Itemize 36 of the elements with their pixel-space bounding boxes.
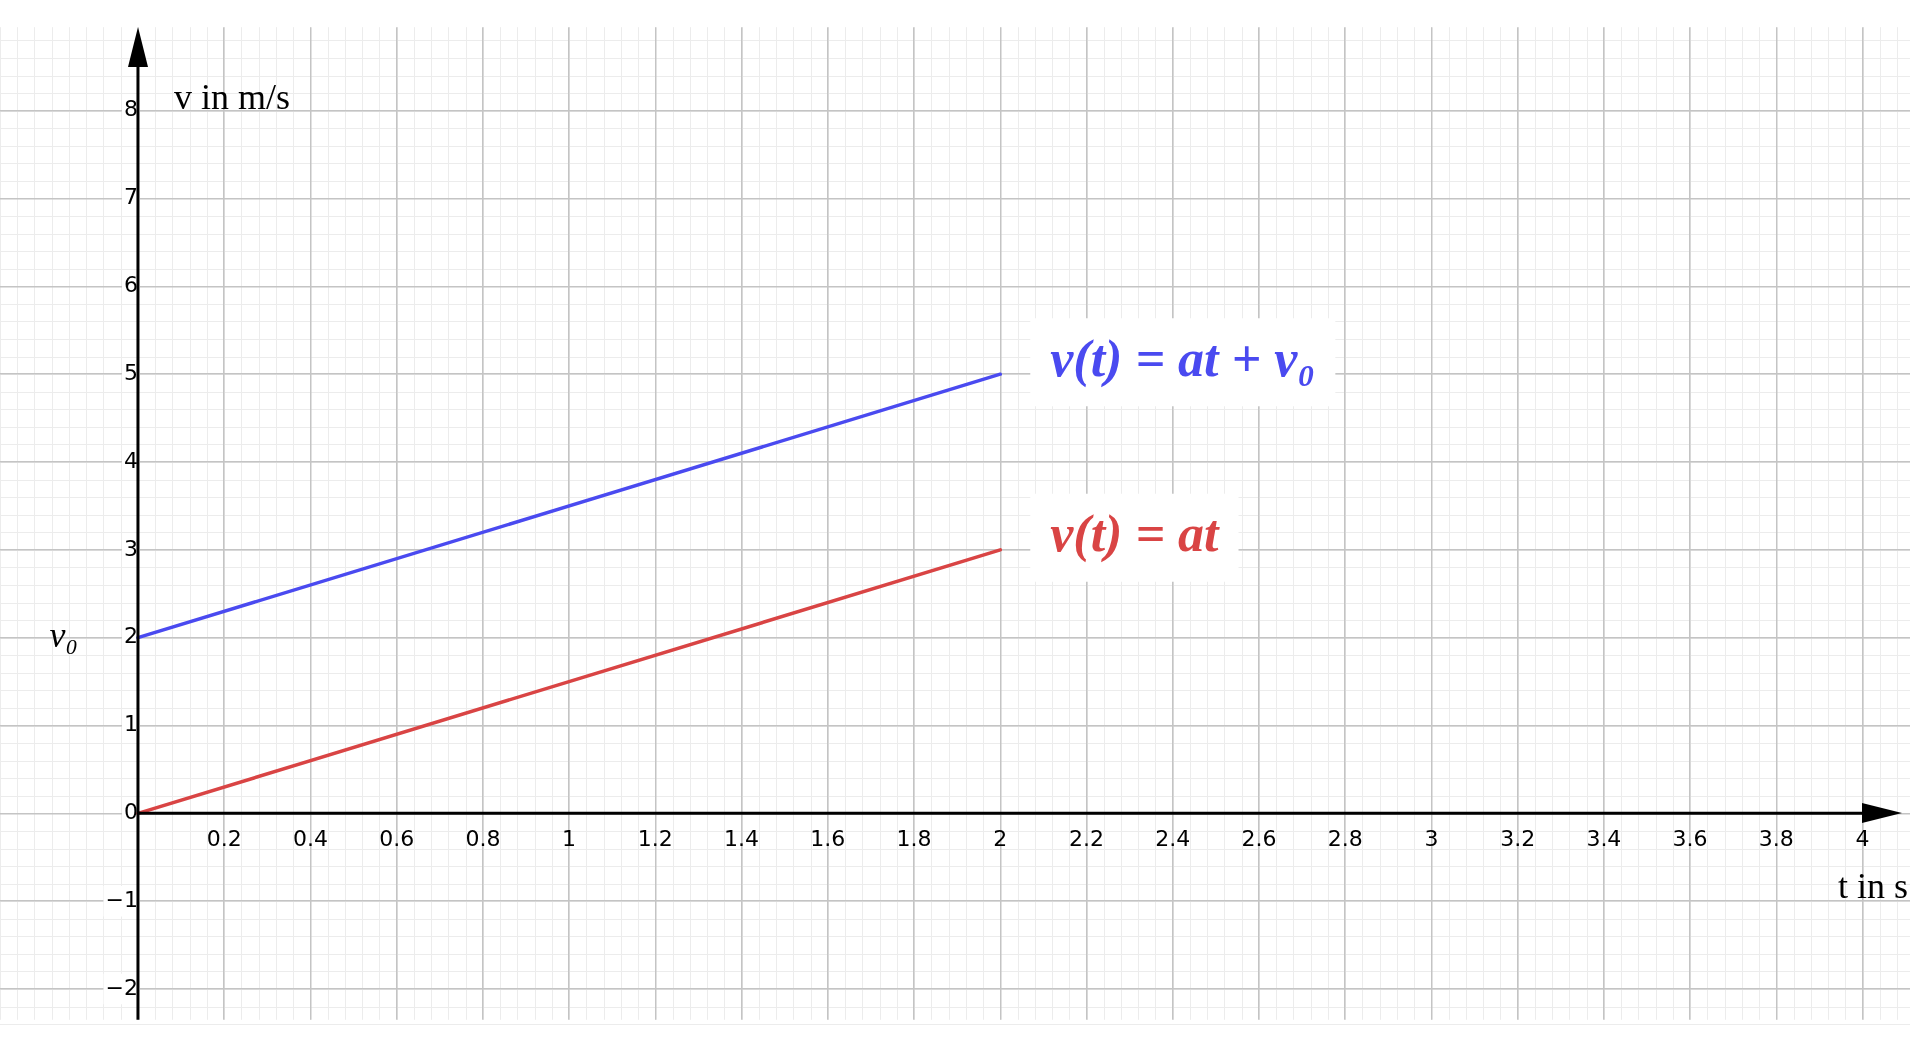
x-tick-label: 1.4 bbox=[724, 826, 760, 852]
annotation: v₀ bbox=[49, 615, 78, 656]
x-tick-label: 1 bbox=[562, 826, 577, 852]
y-tick-label: 7 bbox=[123, 184, 138, 210]
series-label: v(t) = at bbox=[1050, 505, 1221, 564]
x-tick-label: 3.8 bbox=[1758, 826, 1794, 852]
y-tick-label: 5 bbox=[123, 359, 138, 385]
x-tick-label: 3.2 bbox=[1500, 826, 1536, 852]
y-tick-label: 8 bbox=[123, 96, 138, 122]
x-tick-label: 0.6 bbox=[379, 826, 415, 852]
x-tick-label: 2.2 bbox=[1069, 826, 1104, 852]
x-tick-label: 0.4 bbox=[292, 826, 328, 852]
y-tick-label: 3 bbox=[123, 535, 138, 561]
y-axis-title: v in m/s bbox=[173, 76, 290, 117]
y-tick-label: 1 bbox=[123, 711, 138, 737]
y-tick-label: 2 bbox=[123, 623, 138, 649]
x-tick-label: 0.8 bbox=[465, 826, 501, 852]
x-tick-label: 2.4 bbox=[1155, 826, 1191, 852]
y-tick-label: 0 bbox=[123, 799, 138, 825]
x-tick-label: 3.4 bbox=[1586, 826, 1622, 852]
x-tick-label: 3 bbox=[1424, 826, 1439, 852]
x-tick-label: 2 bbox=[993, 826, 1008, 852]
y-tick-label: 6 bbox=[123, 272, 138, 298]
series-label: v(t) = at + v₀ bbox=[1050, 329, 1316, 388]
x-tick-label: 1.8 bbox=[896, 826, 932, 852]
x-tick-label: 2.6 bbox=[1241, 826, 1277, 852]
x-tick-label: 0.2 bbox=[206, 826, 242, 852]
y-tick-label: −2 bbox=[105, 974, 138, 1000]
x-axis-title: t in s bbox=[1837, 865, 1908, 906]
x-tick-label: 2.8 bbox=[1327, 826, 1363, 852]
y-tick-label: −1 bbox=[105, 886, 138, 912]
y-tick-label: 4 bbox=[123, 447, 138, 473]
x-tick-label: 3.6 bbox=[1672, 826, 1708, 852]
x-tick-label: 1.2 bbox=[637, 826, 673, 852]
x-tick-label: 1.6 bbox=[810, 826, 846, 852]
x-tick-label: 4 bbox=[1855, 826, 1870, 852]
